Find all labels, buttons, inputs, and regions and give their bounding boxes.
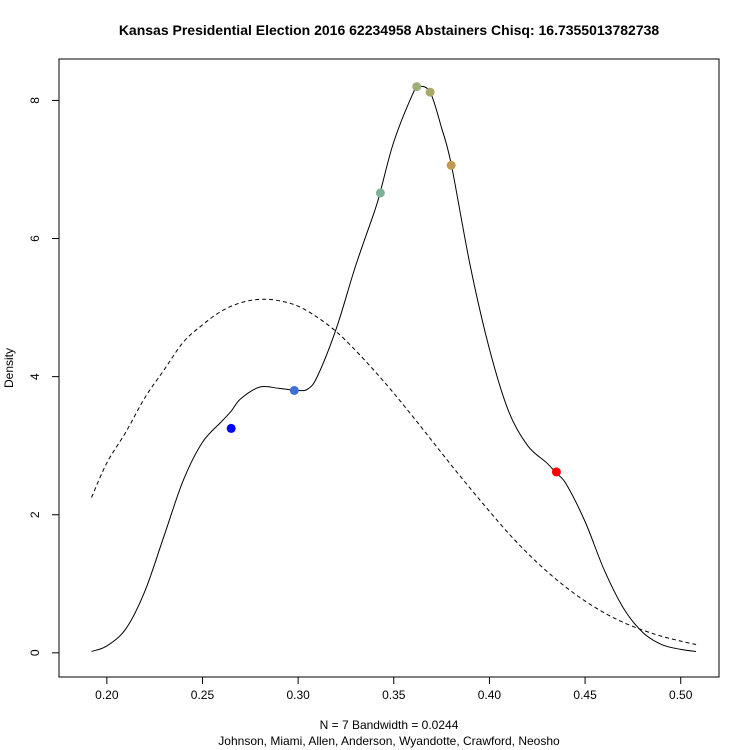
x-tick-label: 0.30	[286, 688, 310, 702]
x-tick-label: 0.40	[478, 688, 502, 702]
data-points	[226, 82, 561, 477]
data-point	[289, 385, 299, 395]
x-axis-label-stats: N = 7 Bandwidth = 0.0244	[320, 718, 459, 732]
y-tick-label: 0	[28, 649, 42, 656]
data-point	[375, 188, 385, 198]
density-curve-line	[91, 85, 697, 652]
y-axis: 0 2 4 6 8	[28, 97, 60, 656]
x-tick-label: 0.50	[669, 688, 693, 702]
density-lines	[91, 85, 697, 652]
x-tick-label: 0.20	[95, 688, 119, 702]
data-point	[551, 467, 561, 477]
y-tick-label: 6	[28, 235, 42, 242]
y-tick-label: 2	[28, 511, 42, 518]
x-tick-label: 0.45	[573, 688, 597, 702]
x-tick-label: 0.25	[191, 688, 215, 702]
data-point	[425, 87, 435, 97]
y-tick-label: 8	[28, 97, 42, 104]
x-axis-label-counties: Johnson, Miami, Allen, Anderson, Wyandot…	[218, 734, 560, 748]
plot-frame	[58, 58, 720, 678]
x-tick-label: 0.35	[382, 688, 406, 702]
normal-curve-line	[91, 298, 697, 646]
x-axis: 0.20 0.25 0.30 0.35 0.40 0.45 0.50	[95, 676, 693, 702]
data-point	[412, 82, 422, 92]
data-point	[226, 423, 236, 433]
y-tick-label: 4	[28, 373, 42, 380]
chart-title: Kansas Presidential Election 2016 622349…	[119, 22, 660, 38]
data-point	[446, 160, 456, 170]
y-axis-label: Density	[2, 348, 16, 388]
